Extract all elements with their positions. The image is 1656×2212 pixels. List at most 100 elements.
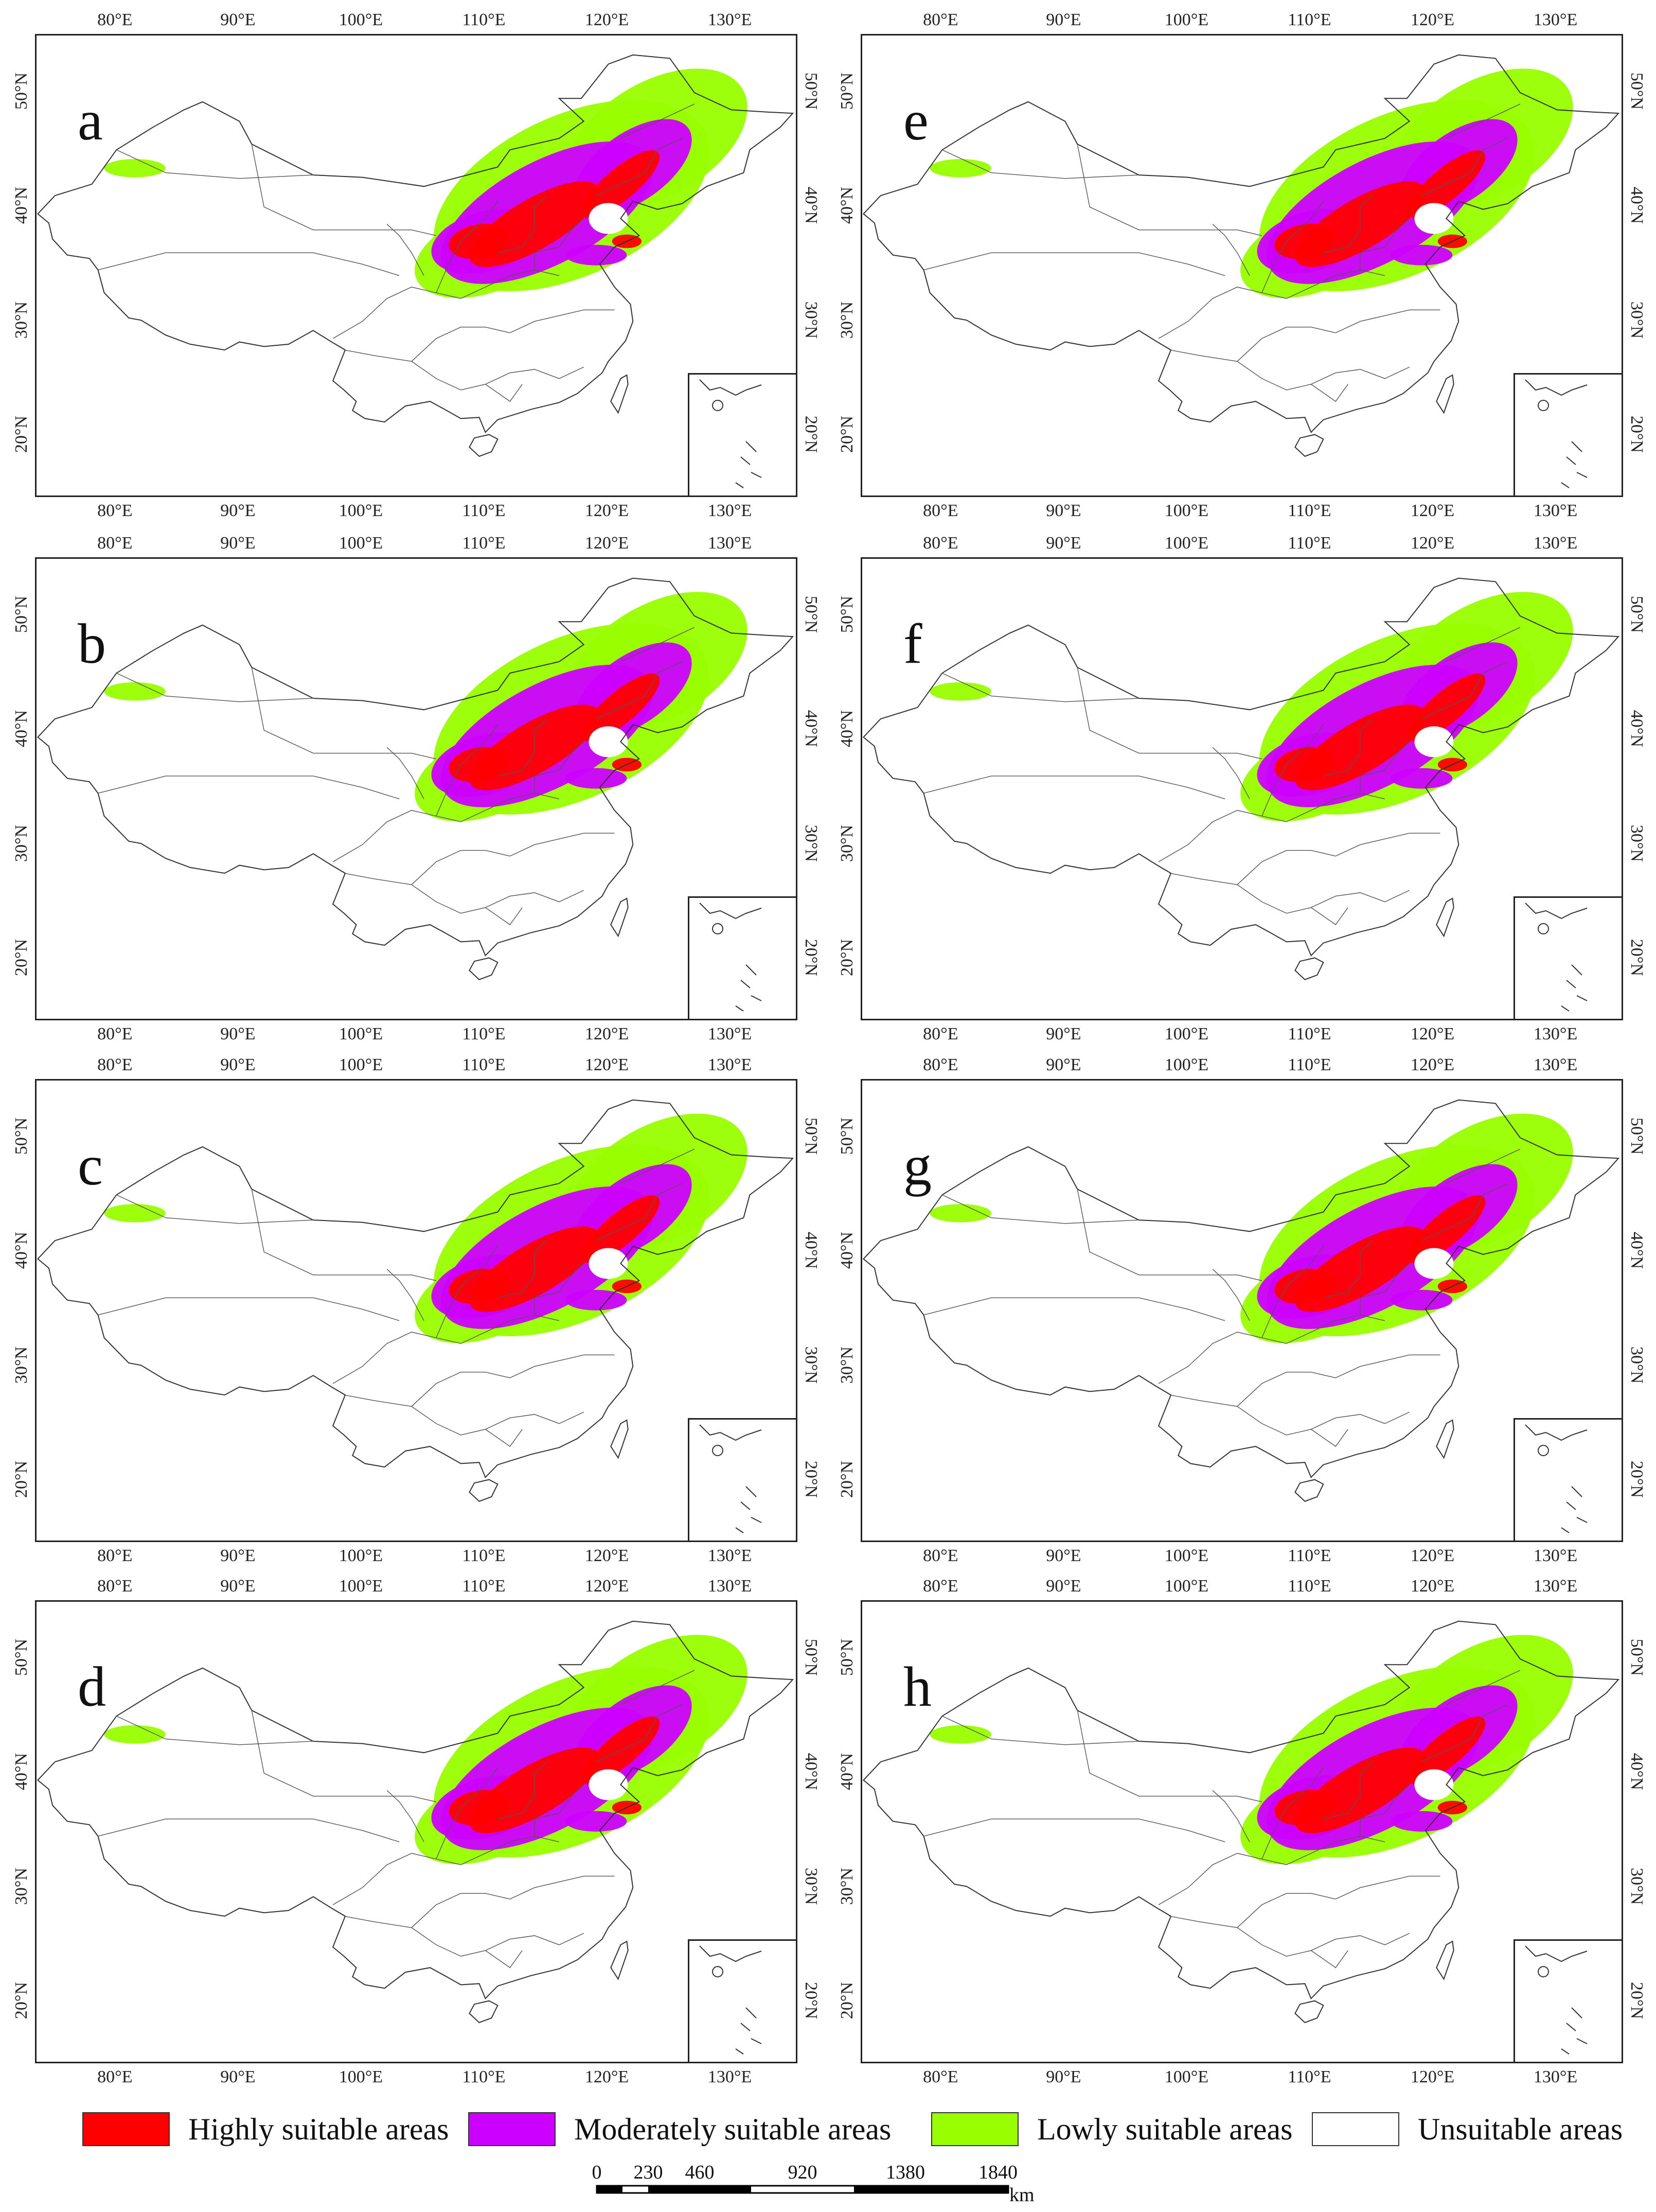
low-suitability-area (930, 1725, 991, 1744)
lat-tick-left: 40°N (12, 187, 31, 224)
lon-tick-top: 90°E (220, 1577, 256, 1596)
province-boundary (411, 1372, 510, 1407)
taiwan-outline (610, 1940, 629, 1980)
lat-tick-left: 30°N (838, 824, 857, 862)
province-boundary (344, 873, 461, 914)
panel-label-c: c (78, 1134, 103, 1197)
lon-tick-top: 110°E (462, 1055, 506, 1074)
province-boundary (344, 349, 461, 391)
lon-tick-top: 110°E (462, 1577, 506, 1596)
lon-tick-bot: 100°E (339, 2067, 383, 2086)
lon-tick-top: 100°E (1164, 534, 1209, 553)
lat-tick-left: 50°N (838, 596, 857, 633)
province-boundary (1286, 1314, 1385, 1344)
province-boundary (251, 1710, 437, 1802)
hainan-outline (469, 1479, 498, 1502)
province-boundary (1261, 724, 1324, 817)
lon-tick-bot: 110°E (462, 501, 506, 520)
province-boundary (386, 747, 424, 800)
lon-tick-bot: 90°E (220, 1546, 256, 1565)
map-canvas-h (862, 1620, 1620, 2023)
lon-tick-bot: 130°E (707, 1546, 752, 1565)
lat-tick-right: 50°N (1627, 73, 1646, 110)
lat-tick-left: 50°N (838, 73, 857, 110)
lat-tick-right: 20°N (1627, 415, 1646, 453)
province-boundary (411, 850, 510, 885)
lon-tick-bot: 110°E (462, 2067, 506, 2086)
province-boundary (1077, 667, 1262, 759)
province-boundary (116, 149, 313, 179)
south-china-sea-inset (1513, 1939, 1622, 2062)
suitability-layer (104, 1113, 747, 1343)
province-boundary (1286, 384, 1348, 402)
province-boundary (332, 1332, 461, 1384)
legend-swatch-high (82, 2112, 170, 2146)
lon-tick-top: 100°E (339, 1577, 383, 1596)
lat-tick-left: 30°N (12, 1346, 31, 1384)
lon-tick-bot: 130°E (1533, 1546, 1578, 1565)
lon-tick-top: 130°E (707, 10, 752, 29)
lon-tick-top: 110°E (1288, 10, 1331, 29)
scale-unit: km (1009, 2184, 1035, 2206)
country-outline (37, 54, 794, 433)
lat-tick-right: 20°N (802, 415, 821, 453)
province-boundary (1446, 103, 1521, 139)
province-boundary (1360, 1263, 1410, 1315)
lon-tick-bot: 90°E (220, 501, 256, 520)
lon-tick-bot: 90°E (220, 2067, 256, 2086)
province-boundary (460, 269, 560, 299)
province-boundary (534, 1784, 584, 1836)
country-outline (37, 1620, 794, 1999)
lon-tick-top: 130°E (1533, 1055, 1578, 1074)
lon-tick-top: 130°E (707, 1577, 752, 1596)
lon-tick-top: 110°E (1288, 1577, 1331, 1596)
map-panel-d: d (35, 1600, 797, 2063)
hainan-outline (1294, 2000, 1324, 2023)
inset-map (699, 1424, 762, 1533)
scale-bar: 0 230 460 920 1380 1840 km (592, 2161, 1035, 2207)
lon-tick-bot: 110°E (1288, 501, 1331, 520)
lat-tick-left: 30°N (12, 824, 31, 862)
lon-tick-bot: 90°E (1046, 2067, 1081, 2086)
lon-tick-bot: 80°E (97, 1546, 133, 1565)
south-china-sea-inset (688, 1939, 796, 2062)
lat-tick-left: 40°N (12, 1753, 31, 1791)
lat-tick-left: 20°N (838, 939, 857, 976)
map-canvas-b (37, 577, 794, 980)
lon-tick-top: 120°E (584, 1055, 629, 1074)
province-boundary (1212, 1790, 1250, 1843)
province-boundary (1286, 792, 1385, 822)
south-china-sea-inset (688, 896, 796, 1019)
province-boundary (497, 1761, 547, 1819)
province-boundary (460, 907, 523, 926)
lon-tick-bot: 130°E (1533, 2067, 1578, 2086)
hainan-outline (469, 2000, 498, 2023)
lon-tick-top: 120°E (1410, 1577, 1455, 1596)
country-outline (862, 1099, 1620, 1478)
province-boundary (534, 741, 584, 793)
lon-tick-bot: 100°E (339, 1024, 383, 1043)
lon-tick-top: 130°E (1533, 534, 1578, 553)
lon-tick-bot: 120°E (1410, 1546, 1455, 1565)
lon-tick-top: 90°E (1046, 1577, 1081, 1596)
map-panel-h: h (861, 1600, 1623, 2063)
country-outline (862, 577, 1620, 957)
scale-label-1840: 1840 (978, 2162, 1018, 2183)
lon-tick-top: 110°E (462, 534, 506, 553)
lon-tick-top: 100°E (1164, 1577, 1209, 1596)
province-boundary (1323, 1240, 1373, 1298)
suitability-layer (930, 68, 1573, 298)
province-boundary (332, 1853, 461, 1905)
moderate-suitability-area (1391, 244, 1453, 266)
lon-tick-bot: 120°E (1410, 1024, 1455, 1043)
lon-tick-bot: 100°E (339, 501, 383, 520)
country-outline (37, 1099, 794, 1478)
high-suitability-area (1274, 747, 1336, 783)
lat-tick-left: 50°N (838, 1639, 857, 1676)
lon-tick-top: 130°E (707, 1055, 752, 1074)
lat-tick-right: 40°N (1627, 1753, 1646, 1791)
province-boundary (1286, 269, 1385, 299)
lat-tick-right: 20°N (1627, 1981, 1646, 2019)
lat-tick-right: 30°N (1627, 301, 1646, 339)
lat-tick-right: 40°N (802, 1753, 821, 1791)
